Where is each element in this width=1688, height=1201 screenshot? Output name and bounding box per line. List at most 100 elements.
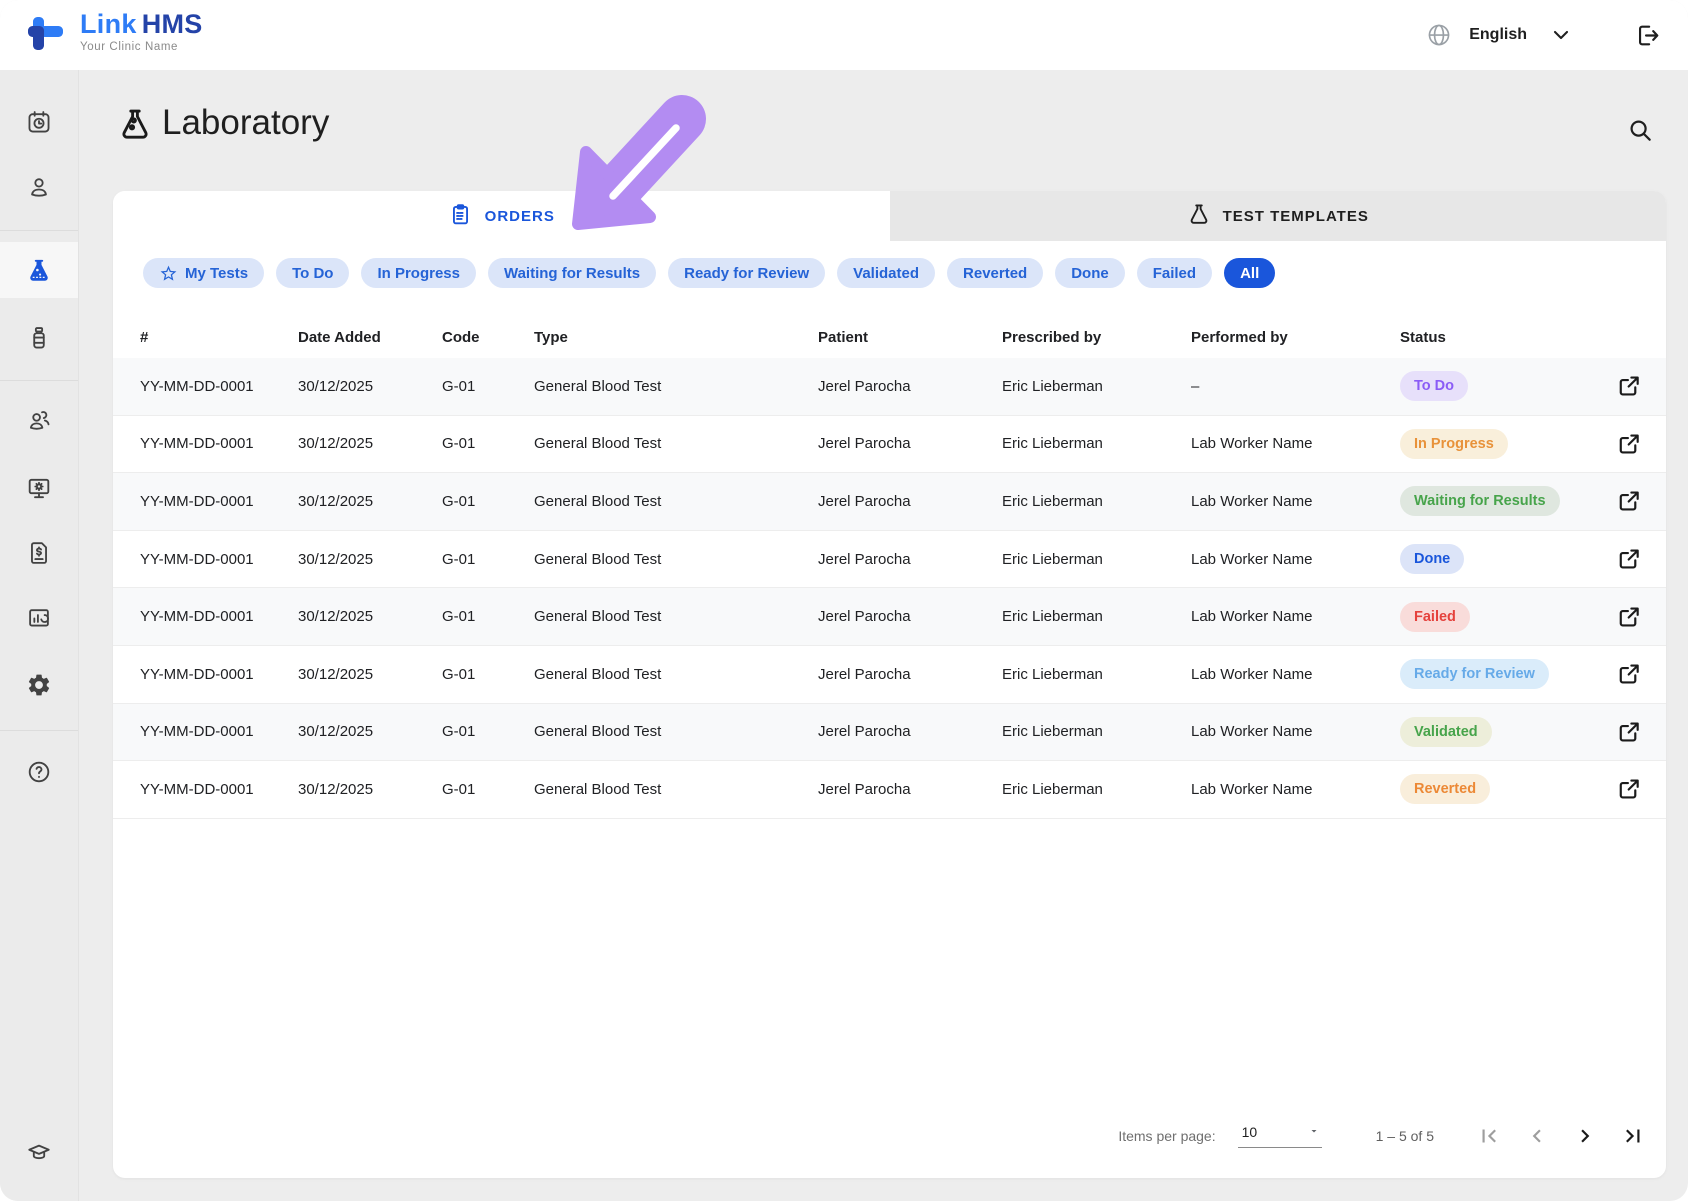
tab-orders[interactable]: ORDERS xyxy=(113,191,890,241)
cell-performed-by: Lab Worker Name xyxy=(1191,435,1313,453)
sidebar-item-help[interactable] xyxy=(26,759,52,785)
tab-test-templates[interactable]: TEST TEMPLATES xyxy=(889,191,1666,241)
cell-performed-by: Lab Worker Name xyxy=(1191,780,1313,798)
open-order-button[interactable] xyxy=(1616,661,1646,687)
status-badge: To Do xyxy=(1400,371,1468,402)
cell-date: 30/12/2025 xyxy=(298,435,374,453)
star-icon xyxy=(159,264,178,283)
language-selector-label[interactable]: English xyxy=(1469,26,1527,43)
search-icon[interactable] xyxy=(1626,116,1654,149)
sidebar-item-calendar-clock[interactable] xyxy=(26,109,52,135)
cell-performed-by: Lab Worker Name xyxy=(1191,608,1313,626)
filter-chip-label: All xyxy=(1240,264,1260,282)
table-row: YY-MM-DD-0001 30/12/2025 G-01 General Blood… xyxy=(113,645,1666,704)
sidebar-item-staff-group[interactable] xyxy=(26,407,52,433)
chevron-left-button xyxy=(1524,1123,1550,1149)
sidebar-item-workstation[interactable] xyxy=(26,475,52,501)
filter-chip-all[interactable]: All xyxy=(1224,258,1276,288)
table-row: YY-MM-DD-0001 30/12/2025 G-01 General Blood… xyxy=(113,358,1666,416)
open-order-button[interactable] xyxy=(1616,776,1646,802)
sidebar-item-lab-flask[interactable] xyxy=(26,257,52,283)
sidebar-item-patient[interactable] xyxy=(26,174,52,200)
filter-chip-ready-for-review[interactable]: Ready for Review xyxy=(668,258,826,288)
cell-patient: Jerel Parocha xyxy=(818,608,911,626)
filter-chip-label: Failed xyxy=(1152,264,1197,282)
filter-chip-label: Done xyxy=(1071,264,1109,282)
page-title: Laboratory xyxy=(162,103,330,142)
filter-chip-in-progress[interactable]: In Progress xyxy=(361,258,476,288)
tab-bar: ORDERS TEST TEMPLATES xyxy=(113,191,1666,241)
column-header-patient: Patient xyxy=(818,328,869,346)
status-badge: Failed xyxy=(1400,601,1470,632)
first-page-button xyxy=(1476,1123,1502,1149)
open-order-button[interactable] xyxy=(1616,488,1646,514)
cell-id: YY-MM-DD-0001 xyxy=(140,435,254,453)
column-header-prescribed-by: Prescribed by xyxy=(1002,328,1102,346)
table-row: YY-MM-DD-0001 30/12/2025 G-01 General Blood… xyxy=(113,761,1666,819)
last-page-button[interactable] xyxy=(1620,1123,1646,1149)
open-in-new-icon xyxy=(1616,776,1642,802)
cell-patient: Jerel Parocha xyxy=(818,665,911,683)
cell-id: YY-MM-DD-0001 xyxy=(140,492,254,510)
chevron-right-button[interactable] xyxy=(1572,1123,1598,1149)
filter-chip-waiting-for-results[interactable]: Waiting for Results xyxy=(487,258,657,288)
open-order-button[interactable] xyxy=(1616,719,1646,745)
column-header-code: Code xyxy=(442,328,480,346)
filter-chip-label: To Do xyxy=(292,264,334,282)
cell-prescribed-by: Eric Lieberman xyxy=(1002,723,1103,741)
cell-id: YY-MM-DD-0001 xyxy=(140,780,254,798)
cell-prescribed-by: Eric Lieberman xyxy=(1002,550,1103,568)
open-in-new-icon xyxy=(1616,604,1642,630)
cell-performed-by: – xyxy=(1191,377,1200,395)
chevron-down-icon[interactable] xyxy=(1549,23,1573,47)
status-badge: Waiting for Results xyxy=(1400,486,1560,517)
cell-code: G-01 xyxy=(442,492,476,510)
cell-type: General Blood Test xyxy=(534,665,662,683)
cell-id: YY-MM-DD-0001 xyxy=(140,665,254,683)
cell-prescribed-by: Eric Lieberman xyxy=(1002,665,1103,683)
cell-code: G-01 xyxy=(442,550,476,568)
cell-date: 30/12/2025 xyxy=(298,550,374,568)
sidebar-item-education-cap[interactable] xyxy=(26,1140,52,1166)
cell-code: G-01 xyxy=(442,780,476,798)
cell-patient: Jerel Parocha xyxy=(818,550,911,568)
cell-id: YY-MM-DD-0001 xyxy=(140,377,254,395)
filter-chip-my-tests[interactable]: My Tests xyxy=(143,258,265,288)
column-header-performed-by: Performed by xyxy=(1191,328,1288,346)
tab-orders-label: ORDERS xyxy=(484,207,555,225)
open-in-new-icon xyxy=(1616,661,1642,687)
sidebar-item-settings-gear[interactable] xyxy=(26,672,52,698)
cell-performed-by: Lab Worker Name xyxy=(1191,492,1313,510)
open-in-new-icon xyxy=(1616,488,1642,514)
sidebar-item-medicine-bottle[interactable] xyxy=(26,325,52,351)
cell-patient: Jerel Parocha xyxy=(818,492,911,510)
open-order-button[interactable] xyxy=(1616,604,1646,630)
filter-chip-label: Reverted xyxy=(963,264,1028,282)
filter-chip-validated[interactable]: Validated xyxy=(837,258,936,288)
open-order-button[interactable] xyxy=(1616,373,1646,399)
table-row: YY-MM-DD-0001 30/12/2025 G-01 General Blood… xyxy=(113,473,1666,531)
cell-code: G-01 xyxy=(442,723,476,741)
cell-patient: Jerel Parocha xyxy=(818,780,911,798)
logout-icon[interactable] xyxy=(1635,22,1662,49)
status-badge: Ready for Review xyxy=(1400,659,1549,690)
cell-prescribed-by: Eric Lieberman xyxy=(1002,492,1103,510)
top-header-bar: Link HMS Your Clinic Name English xyxy=(0,0,1688,70)
open-in-new-icon xyxy=(1616,546,1642,572)
select-caret-icon xyxy=(1308,1124,1320,1140)
items-per-page-select[interactable]: 10 xyxy=(1237,1124,1322,1148)
open-order-button[interactable] xyxy=(1616,431,1646,457)
filter-chip-failed[interactable]: Failed xyxy=(1136,258,1213,288)
filter-chip-done[interactable]: Done xyxy=(1055,258,1125,288)
filter-chip-to-do[interactable]: To Do xyxy=(276,258,350,288)
open-order-button[interactable] xyxy=(1616,546,1646,572)
filter-chip-reverted[interactable]: Reverted xyxy=(947,258,1044,288)
cell-id: YY-MM-DD-0001 xyxy=(140,723,254,741)
column-header-#: # xyxy=(140,328,149,346)
status-filter-chips: My Tests To Do In Progress Waiting for Resu… xyxy=(143,258,1276,288)
sidebar-item-analytics-chart[interactable] xyxy=(26,605,52,631)
orders-card: ORDERS TEST TEMPLATES My Tests To Do In Pr… xyxy=(113,191,1666,1178)
laboratory-flask-icon xyxy=(117,106,153,147)
sidebar-item-billing-document[interactable] xyxy=(26,540,52,566)
